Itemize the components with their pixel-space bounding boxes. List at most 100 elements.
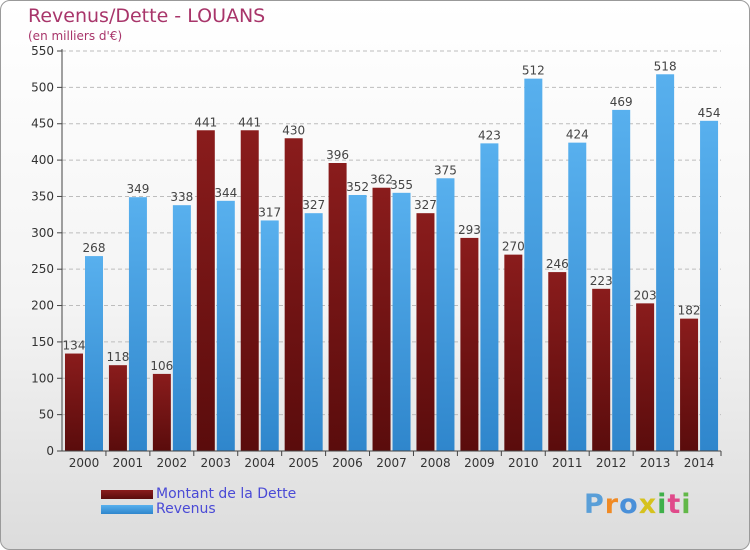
data-label-debt: 106: [150, 359, 173, 373]
x-tick-label: 2002: [157, 456, 188, 470]
data-label-revenue: 268: [83, 241, 106, 255]
chart-title: Revenus/Dette - LOUANS: [28, 5, 266, 27]
bar-revenue: [172, 205, 191, 451]
data-label-debt: 293: [458, 223, 481, 237]
bar-debt: [196, 130, 215, 452]
bar-revenue: [216, 200, 235, 451]
bar-revenue: [656, 74, 675, 451]
bar-debt: [460, 237, 479, 451]
bar-debt: [548, 272, 567, 451]
data-label-revenue: 469: [610, 95, 633, 109]
legend-swatch-revenue: [101, 505, 153, 514]
legend-label-revenue: Revenus: [156, 501, 216, 517]
data-label-revenue: 317: [258, 205, 281, 219]
x-tick-label: 2001: [113, 456, 144, 470]
data-label-debt: 134: [63, 339, 86, 353]
data-label-revenue: 518: [654, 59, 677, 73]
x-tick-label: 2014: [684, 456, 715, 470]
legend-label-debt: Montant de la Dette: [156, 486, 297, 502]
data-label-debt: 362: [370, 173, 393, 187]
y-tick-label: 250: [31, 262, 54, 276]
data-label-revenue: 338: [170, 190, 193, 204]
x-tick-label: 2008: [420, 456, 451, 470]
bar-debt: [372, 187, 391, 451]
x-tick-label: 2004: [244, 456, 275, 470]
logo-letter: i: [657, 489, 668, 520]
logo-letter: o: [619, 489, 639, 520]
bar-debt: [416, 213, 435, 451]
data-label-debt: 430: [282, 123, 305, 137]
bar-revenue: [524, 78, 543, 452]
logo-letter: i: [681, 489, 692, 520]
data-labels: 134 268 118 349 106 338 441 344 441 317 430 327 396 3…: [63, 59, 721, 373]
data-label-debt: 223: [590, 274, 613, 288]
data-label-revenue: 424: [566, 128, 589, 142]
data-label-revenue: 352: [346, 180, 369, 194]
y-tick-label: 350: [31, 189, 54, 203]
x-tick-label: 2011: [552, 456, 583, 470]
data-label-revenue: 355: [390, 178, 413, 192]
bar-revenue: [568, 142, 587, 452]
data-label-debt: 270: [502, 240, 525, 254]
y-tick-label: 400: [31, 153, 54, 167]
bar-debt: [328, 163, 347, 451]
bar-revenue: [480, 143, 499, 451]
bar-debt: [680, 318, 699, 451]
bar-revenue: [260, 220, 279, 451]
data-label-debt: 441: [238, 115, 261, 129]
data-label-debt: 441: [194, 115, 217, 129]
data-label-revenue: 423: [478, 128, 501, 142]
logo-letter: r: [604, 489, 620, 520]
proxiti-logo: Proxiti: [584, 489, 692, 520]
data-label-debt: 182: [678, 304, 701, 318]
x-tick-label: 2006: [332, 456, 363, 470]
x-tick-label: 2009: [464, 456, 495, 470]
data-label-debt: 203: [634, 288, 657, 302]
bar-debt: [504, 254, 523, 451]
axes: 0 50 100 150 200 250 300 350 400 450 500 550 2000 200…: [31, 44, 722, 470]
data-label-revenue: 327: [302, 198, 325, 212]
x-tick-label: 2007: [376, 456, 407, 470]
data-label-debt: 327: [414, 198, 437, 212]
bar-debt: [284, 138, 303, 452]
bar-revenue: [436, 178, 455, 452]
gridlines: [62, 50, 721, 416]
y-tick-label: 200: [31, 299, 54, 313]
x-tick-label: 2000: [69, 456, 100, 470]
bar-debt: [152, 373, 171, 451]
y-tick-label: 100: [31, 371, 54, 385]
y-tick-label: 450: [31, 117, 54, 131]
x-tick-label: 2013: [640, 456, 671, 470]
bar-revenue: [392, 192, 411, 451]
bar-debt: [240, 130, 259, 452]
bar-revenue: [700, 120, 719, 452]
data-label-debt: 246: [546, 257, 569, 271]
legend-swatch-debt: [101, 490, 153, 499]
y-tick-label: 150: [31, 335, 54, 349]
chart-subtitle: (en milliers d'€): [28, 29, 123, 43]
data-label-debt: 118: [106, 350, 129, 364]
y-tick-label: 300: [31, 226, 54, 240]
data-label-revenue: 344: [214, 186, 237, 200]
logo-letter: t: [667, 489, 682, 520]
logo-letter: P: [584, 489, 605, 520]
x-tick-label: 2012: [596, 456, 627, 470]
bar-revenue: [612, 109, 631, 451]
y-tick-label: 500: [31, 80, 54, 94]
data-label-revenue: 375: [434, 163, 457, 177]
y-tick-label: 50: [39, 408, 54, 422]
data-label-debt: 396: [326, 148, 349, 162]
bar-revenue: [348, 195, 367, 451]
y-tick-label: 0: [46, 444, 54, 458]
data-label-revenue: 512: [522, 64, 545, 78]
x-tick-label: 2003: [200, 456, 231, 470]
bar-revenue: [128, 197, 147, 451]
bar-debt: [636, 303, 655, 451]
bar-debt: [65, 353, 83, 451]
bar-debt: [108, 365, 127, 451]
y-tick-label: 550: [31, 44, 54, 58]
logo-letter: x: [638, 489, 658, 520]
bars: [65, 74, 719, 452]
